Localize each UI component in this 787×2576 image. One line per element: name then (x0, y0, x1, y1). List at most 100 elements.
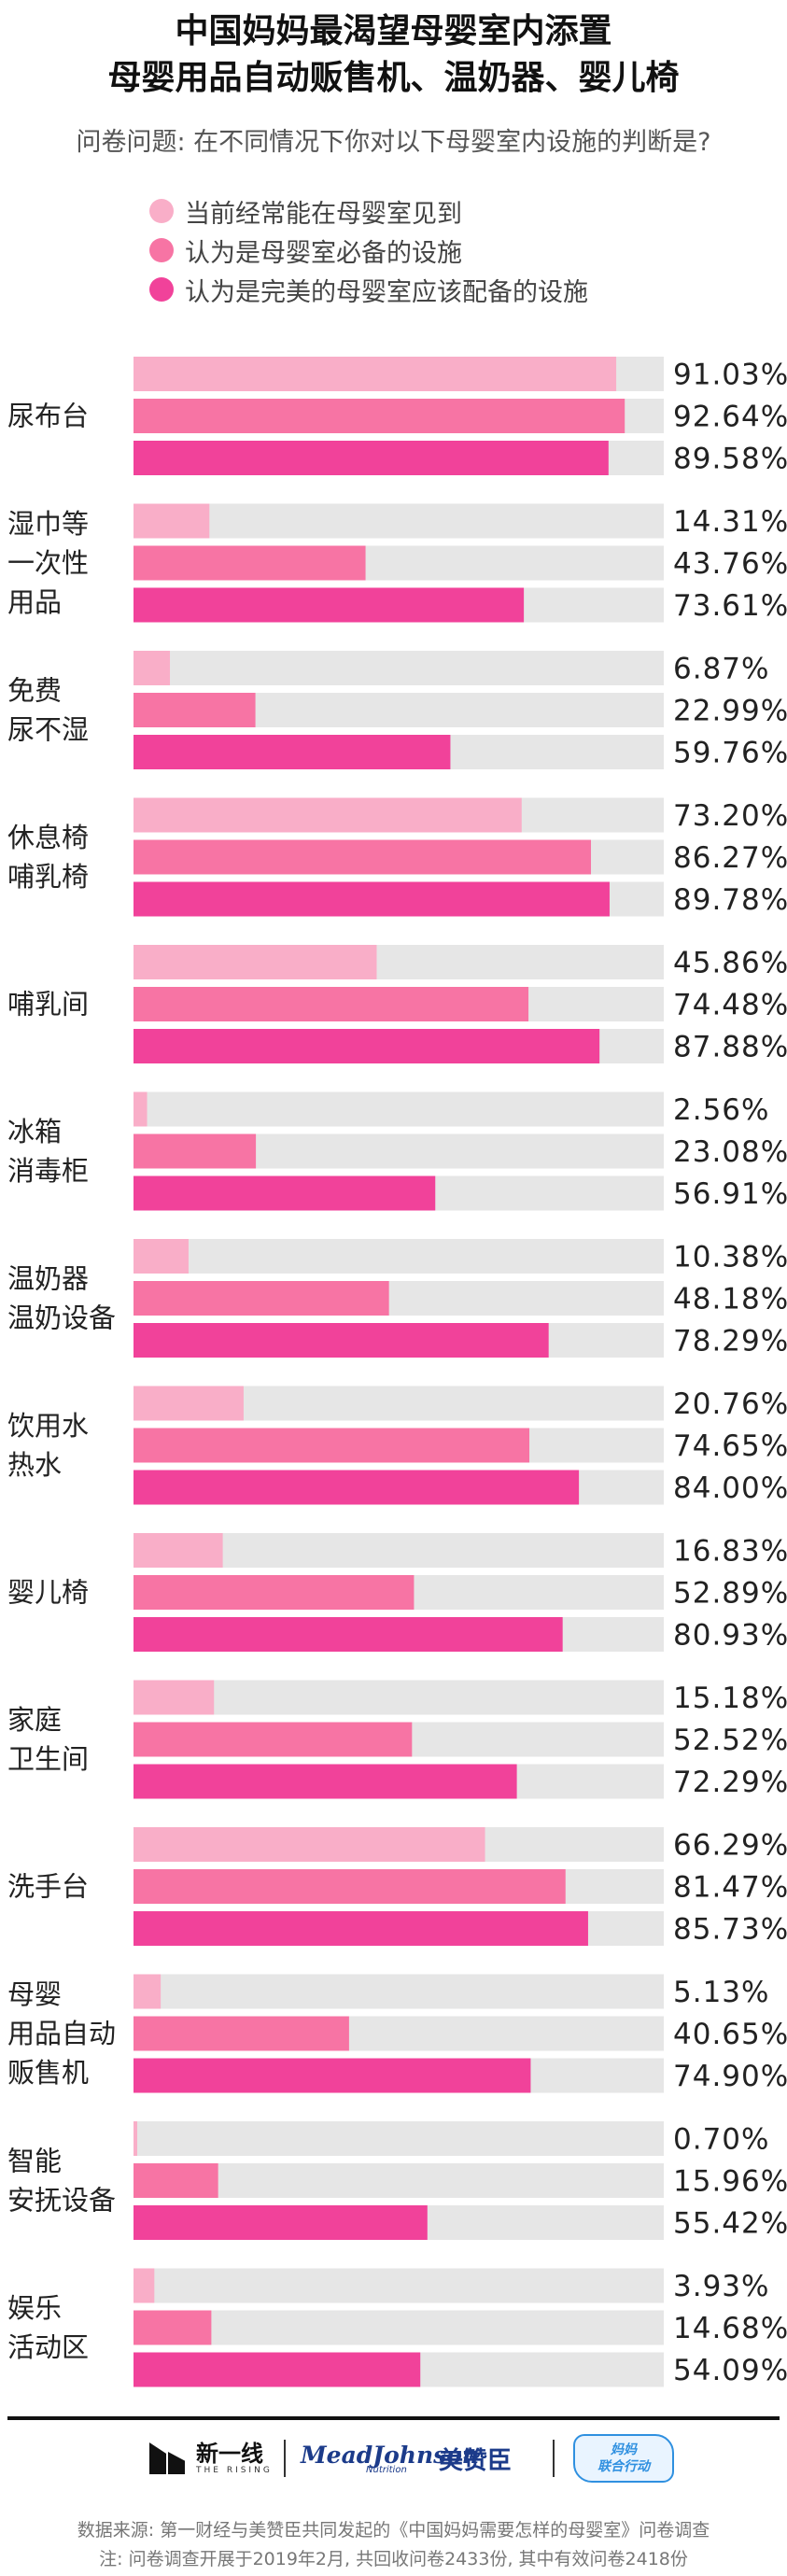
bar-2 (134, 2310, 212, 2345)
bar-2 (134, 987, 529, 1021)
bar-3 (134, 1911, 588, 1946)
bar-2 (134, 839, 592, 875)
value-label: 43.76% (673, 547, 787, 581)
xinyixian-name: 新一线 (196, 2441, 263, 2467)
bar-1 (134, 503, 210, 539)
legend-label-perfect: 认为是完美的母婴室应该配备的设施 (185, 277, 588, 307)
bar-3 (134, 2058, 531, 2093)
value-label: 15.18% (673, 1682, 787, 1715)
value-label: 40.65% (673, 2018, 787, 2051)
bar-1 (134, 2268, 155, 2303)
legend-label-essential: 认为是母婴室必备的设施 (185, 238, 462, 268)
value-label: 6.87% (673, 653, 769, 686)
bar-track (134, 2310, 664, 2345)
legend-swatch-perfect (149, 277, 174, 302)
bar-3 (134, 1617, 563, 1652)
category-label: 安抚设备 (7, 2185, 116, 2217)
bar-3 (134, 735, 451, 769)
bar-track (134, 651, 664, 685)
bar-3 (134, 2205, 428, 2240)
value-label: 87.88% (673, 1031, 787, 1064)
bar-2 (134, 1133, 257, 1169)
bar-3 (134, 1470, 580, 1505)
category-label: 贩售机 (7, 2057, 89, 2089)
value-label: 66.29% (673, 1829, 787, 1863)
bar-3 (134, 1764, 517, 1799)
legend-item-seen: 当前经常能在母婴室见到 (149, 191, 588, 231)
logo-separator (284, 2440, 286, 2477)
category-label: 卫生间 (7, 1743, 89, 1775)
category-label: 娱乐 (7, 2292, 62, 2324)
logo-separator (553, 2440, 555, 2477)
legend-label-seen: 当前经常能在母婴室见到 (185, 199, 462, 229)
value-label: 3.93% (673, 2270, 769, 2303)
category-label: 尿布台 (7, 401, 89, 432)
bar-track (134, 2268, 664, 2303)
value-label: 20.76% (673, 1387, 787, 1421)
value-label: 56.91% (673, 1177, 787, 1211)
bar-3 (134, 1323, 549, 1358)
bar-2 (134, 1281, 389, 1316)
bar-1 (134, 1091, 148, 1127)
category-label: 热水 (7, 1449, 62, 1481)
xinyixian-tagline: THE RISING (196, 2466, 273, 2475)
bar-1 (134, 357, 617, 391)
meadjohnson-logo: MeadJohnson Nutrition (301, 2432, 479, 2485)
value-label: 52.89% (673, 1577, 787, 1611)
value-label: 14.31% (673, 505, 787, 539)
bar-3 (134, 2352, 421, 2387)
value-label: 74.48% (673, 989, 787, 1022)
value-label: 84.00% (673, 1471, 787, 1505)
title-line-2: 母婴用品自动贩售机、温奶器、婴儿椅 (107, 59, 680, 97)
category-label: 饮用水 (7, 1410, 89, 1442)
title-line-1: 中国妈妈最渴望母婴室内添置 (175, 12, 612, 50)
value-label: 16.83% (673, 1535, 787, 1569)
value-label: 89.58% (673, 443, 787, 476)
value-label: 73.20% (673, 799, 787, 833)
bar-track (134, 1974, 664, 2009)
bar-3 (134, 881, 610, 917)
bar-1 (134, 651, 171, 685)
value-label: 23.08% (673, 1135, 787, 1169)
bar-2 (134, 2163, 218, 2198)
value-label: 73.61% (673, 589, 787, 623)
value-label: 74.90% (673, 2060, 787, 2093)
meizanchen-logo: 美赞臣 (439, 2432, 512, 2485)
category-label: 智能 (7, 2146, 62, 2177)
value-label: 48.18% (673, 1283, 787, 1316)
bar-2 (134, 693, 256, 727)
value-label: 92.64% (673, 401, 787, 434)
mama-alliance-line-2: 联合行动 (597, 2459, 650, 2474)
value-label: 5.13% (673, 1976, 769, 2009)
value-label: 91.03% (673, 359, 787, 392)
legend: 当前经常能在母婴室见到 认为是母婴室必备的设施 认为是完美的母婴室应该配备的设施 (149, 191, 588, 309)
bar-1 (134, 1533, 223, 1568)
category-label: 温奶器 (7, 1263, 89, 1295)
bar-track (134, 1091, 664, 1127)
category-label: 用品 (7, 586, 62, 618)
value-label: 10.38% (673, 1241, 787, 1274)
category-label: 洗手台 (7, 1871, 89, 1903)
bar-track (134, 1239, 664, 1274)
value-label: 89.78% (673, 883, 787, 917)
category-label: 婴儿椅 (7, 1577, 89, 1609)
value-label: 59.76% (673, 737, 787, 770)
bar-3 (134, 1029, 600, 1063)
bar-1 (134, 1386, 244, 1421)
category-label: 用品自动 (7, 2018, 116, 2049)
value-label: 54.09% (673, 2354, 787, 2387)
bar-1 (134, 1680, 215, 1715)
bar-2 (134, 1575, 415, 1610)
category-label: 哺乳间 (7, 989, 89, 1021)
survey-question: 问卷问题: 在不同情况下你对以下母婴室内设施的判断是? (76, 128, 711, 157)
value-label: 72.29% (673, 1766, 787, 1799)
bar-chart: 91.03% 92.64% 89.58% 尿布台 14.31% 43.76% 73.61% 湿… (7, 357, 787, 2387)
value-label: 22.99% (673, 695, 787, 728)
category-label: 家庭 (7, 1704, 62, 1736)
bar-3 (134, 1175, 436, 1211)
bar-1 (134, 945, 377, 979)
legend-swatch-seen (149, 199, 174, 223)
meadjohnson-nutrition: Nutrition (366, 2465, 407, 2475)
bar-1 (134, 1827, 485, 1862)
category-label: 母婴 (7, 1978, 62, 2010)
